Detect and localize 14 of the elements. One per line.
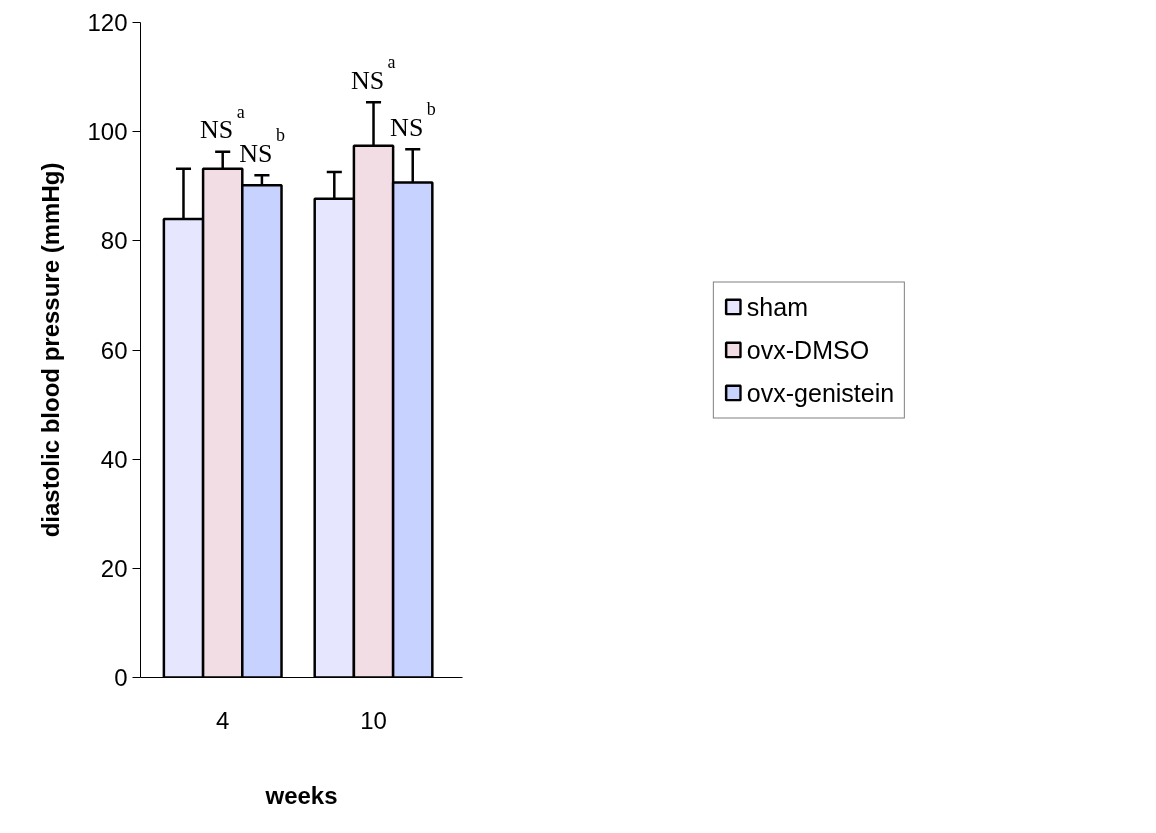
y-tick-label: 120 [87,9,128,36]
legend-label: ovx-DMSO [746,335,870,364]
y-tick-label: 0 [114,664,128,691]
y-tick-label: 100 [87,118,128,146]
y-axis-title: diastolic blood pressure (mmHg) [37,162,65,538]
y-tick-label: 40 [100,445,128,473]
y-tick-label: 20 [100,554,128,582]
legend-label: sham [746,292,808,321]
y-tick-label: 80 [100,227,128,255]
x-tick-label: 4 [216,706,230,734]
legend-label: ovx-genistein [746,378,895,407]
y-tick-label: 60 [100,336,128,364]
x-axis-title: weeks [264,781,338,809]
x-tick-label: 10 [360,706,387,734]
